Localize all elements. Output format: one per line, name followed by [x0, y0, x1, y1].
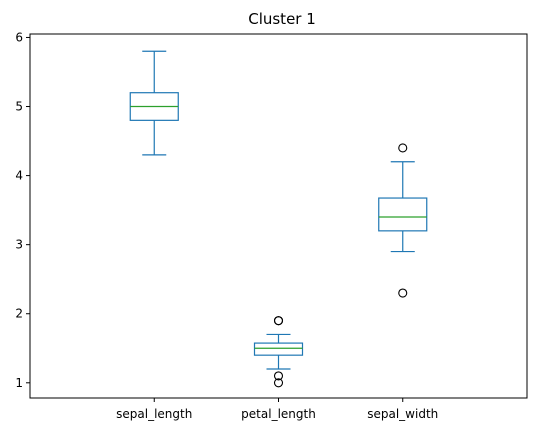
plot-area: 1 2 3 4 5 6 sepal_length petal_length sepal_widt…	[15, 30, 528, 421]
y-tick-label: 3	[15, 238, 23, 252]
y-tick-label: 1	[15, 376, 23, 390]
outlier-point	[273, 316, 284, 326]
outlier-point	[273, 371, 284, 381]
y-tick-label: 5	[15, 100, 23, 114]
x-tick-label: sepal_length	[116, 407, 192, 421]
chart-title: Cluster 1	[248, 10, 316, 28]
y-tick-label: 4	[15, 169, 23, 183]
y-tick-label: 2	[15, 307, 23, 321]
x-tick-label: petal_length	[241, 407, 316, 421]
iqr-box	[253, 342, 304, 356]
y-tick-label: 6	[15, 30, 23, 44]
outlier-point	[398, 288, 408, 298]
outlier-point	[273, 378, 284, 388]
iqr-box	[378, 197, 428, 232]
x-tick-label: sepal_width	[367, 407, 438, 421]
outlier-point	[398, 143, 408, 153]
